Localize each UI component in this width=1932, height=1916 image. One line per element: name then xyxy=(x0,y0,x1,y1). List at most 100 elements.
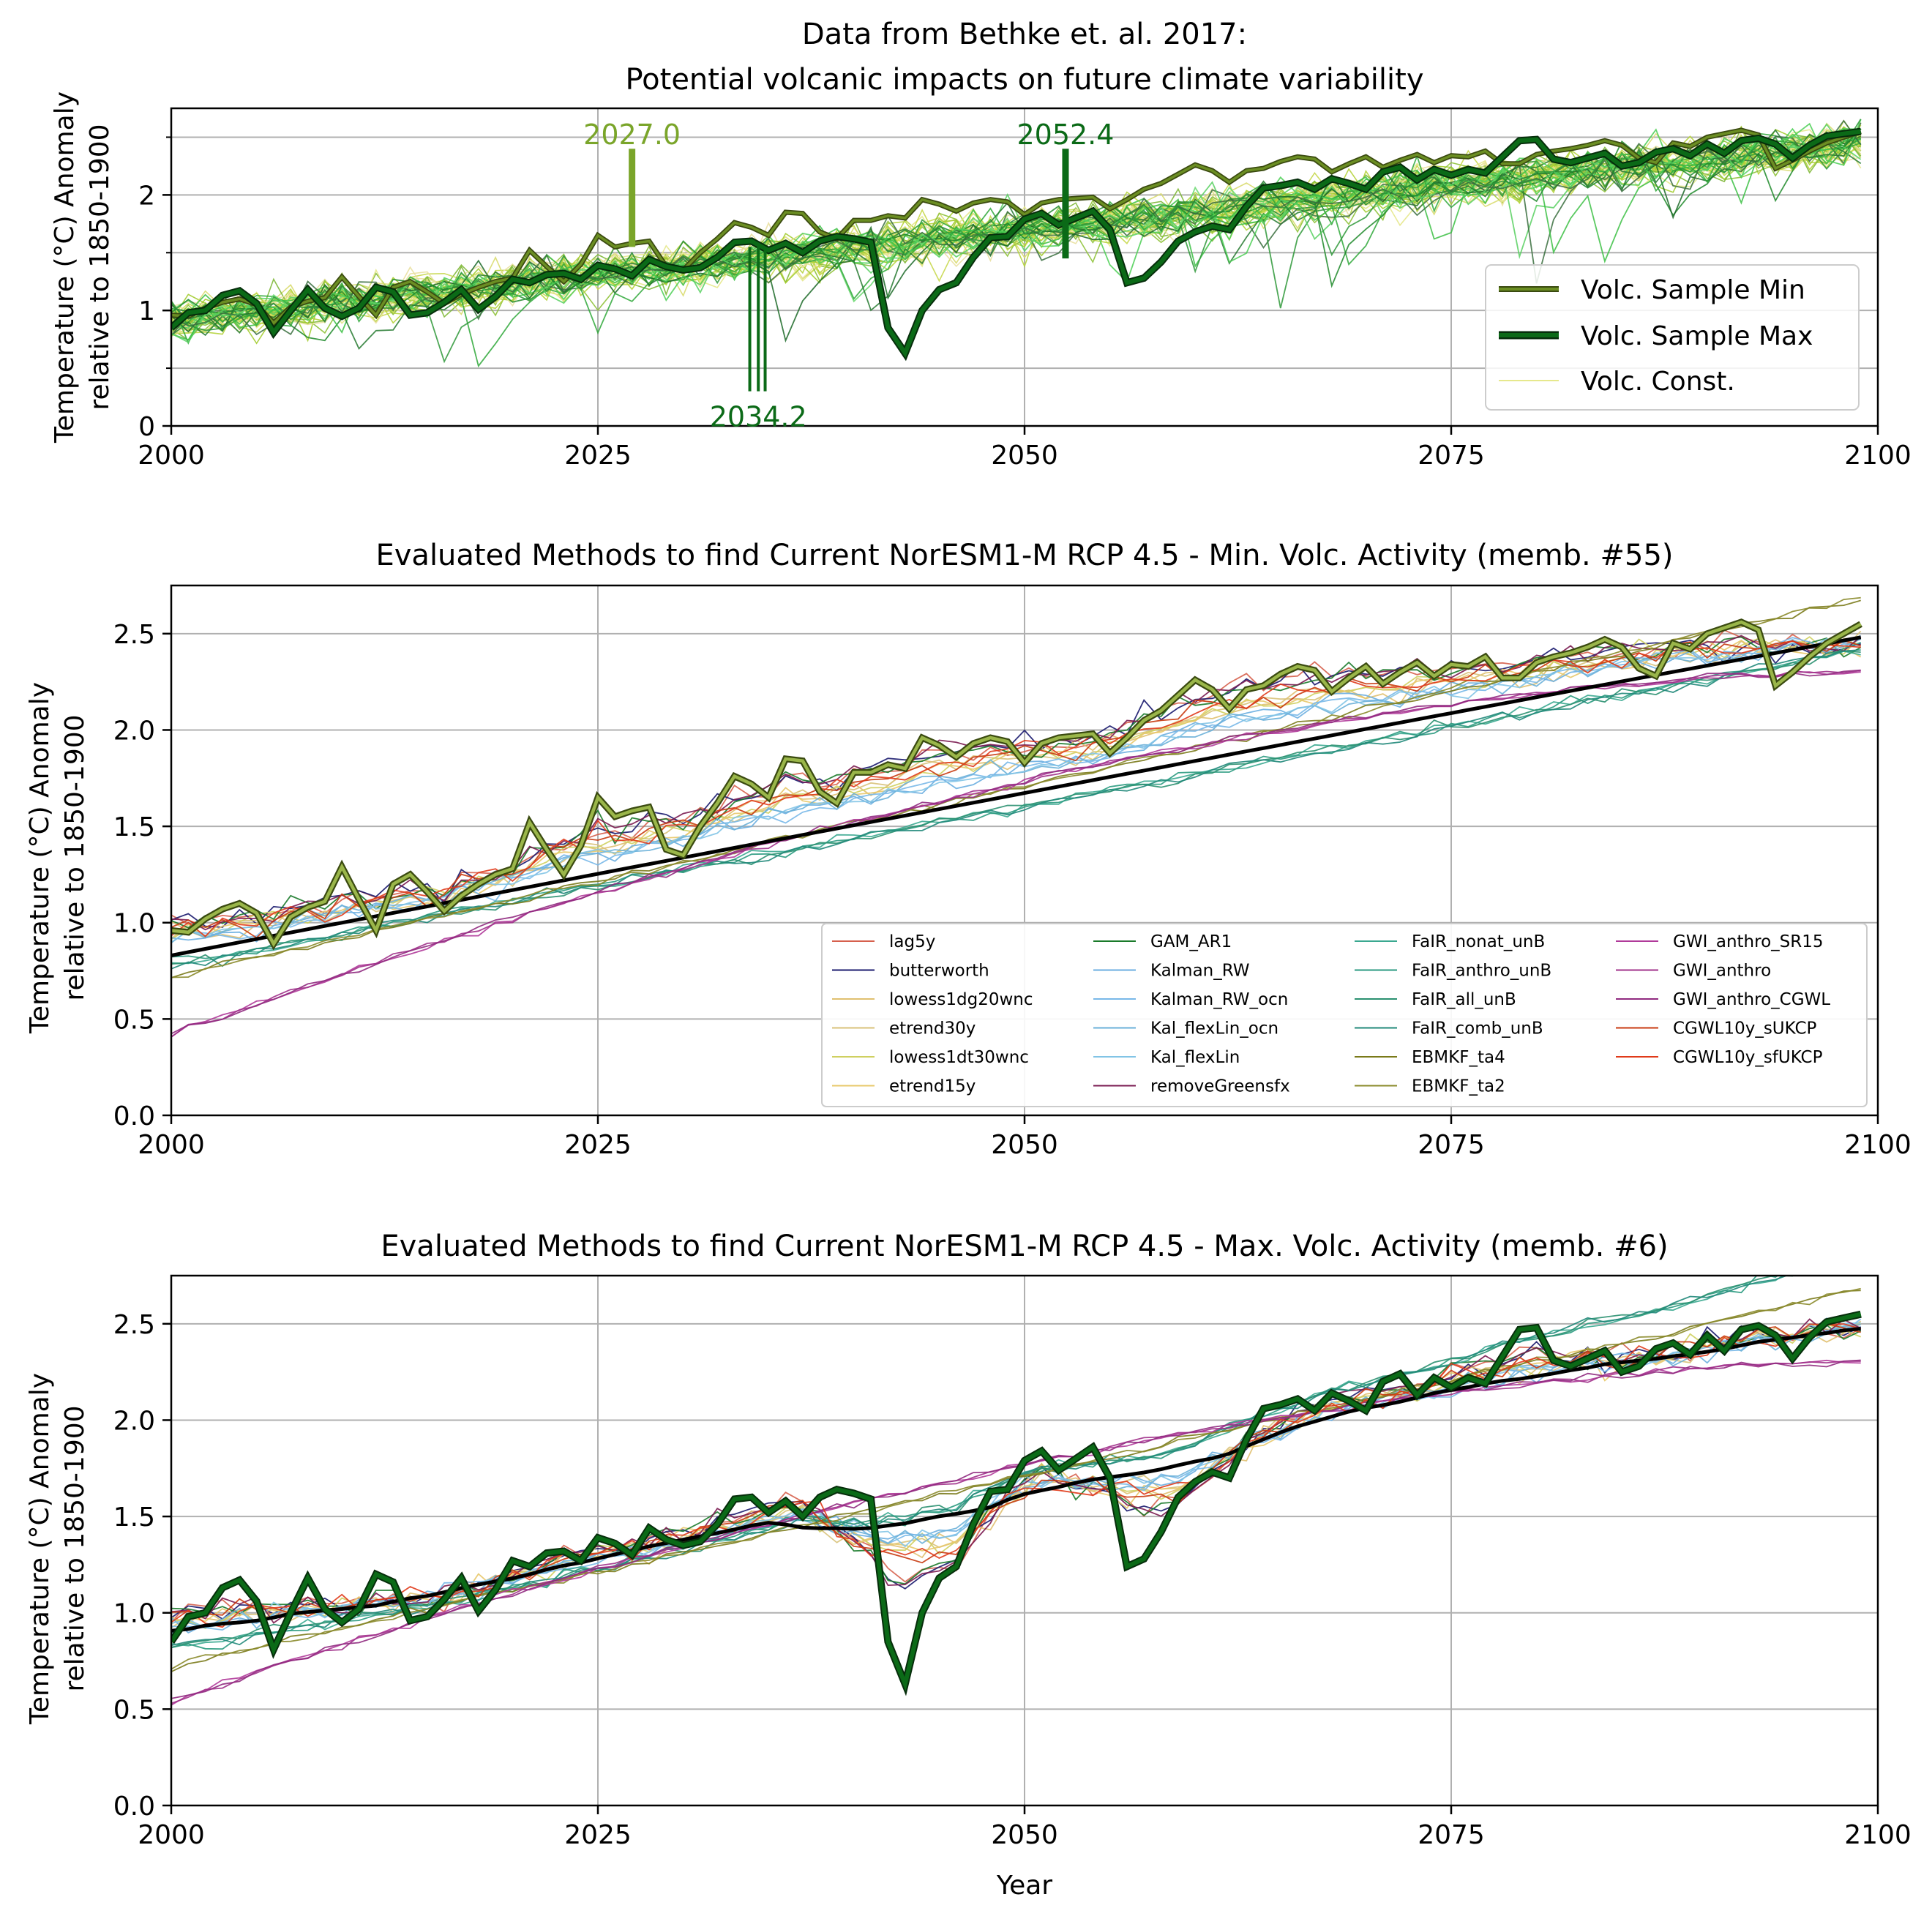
panel3-grid xyxy=(171,1276,1878,1805)
legend-label: lowess1dg20wnc xyxy=(889,990,1033,1009)
legend-label: Kalman_RW_ocn xyxy=(1150,990,1288,1009)
x-tick-label: 2000 xyxy=(138,1130,205,1160)
panel2-axes: 2000 2025 2050 2075 2100 0.0 0.5 1.0 1.5 2.0 2.5 xyxy=(113,584,1912,1160)
legend-label: FaIR_anthro_unB xyxy=(1412,962,1551,981)
legend-label: FaIR_comb_unB xyxy=(1412,1019,1543,1039)
method-line-cgwl10y-sfukcp xyxy=(171,640,1861,938)
legend-entry-fair-comb-unb: FaIR_comb_unB xyxy=(1355,1019,1543,1039)
legend-label: butterworth xyxy=(889,962,989,981)
x-tick-label: 2025 xyxy=(564,441,632,471)
y-tick-label: 1.0 xyxy=(113,909,155,939)
legend-label: FaIR_nonat_unB xyxy=(1412,932,1545,951)
legend-label-volc-const: Volc. Const. xyxy=(1581,367,1735,397)
legend-label: etrend15y xyxy=(889,1077,976,1096)
annotation-label: 2034.2 xyxy=(710,401,807,433)
panel2-ylabel-line2: relative to 1850-1900 xyxy=(60,714,90,1000)
method-line-gwi-anthro-cgwl xyxy=(171,669,1861,1035)
volc-sample-min-line xyxy=(171,620,1862,948)
legend-entry-volc-min: Volc. Sample Min xyxy=(1499,275,1805,305)
legend-entry-cgwl10y-sfukcp: CGWL10y_sfUKCP xyxy=(1616,1048,1823,1067)
x-tick-label: 2075 xyxy=(1418,1820,1485,1850)
legend-entry-ebmkf-ta2: EBMKF_ta2 xyxy=(1355,1077,1505,1096)
legend-label-volc-min: Volc. Sample Min xyxy=(1581,275,1805,305)
volcanic-ensemble-line xyxy=(171,128,1862,341)
legend-entry-lowess1dt30wnc: lowess1dt30wnc xyxy=(832,1048,1029,1067)
legend-entry-fair-anthro-unb: FaIR_anthro_unB xyxy=(1355,962,1551,981)
legend-label: lowess1dt30wnc xyxy=(889,1048,1029,1067)
legend-entry-gwi-anthro-sr15: GWI_anthro_SR15 xyxy=(1616,932,1823,951)
legend-label: EBMKF_ta2 xyxy=(1412,1077,1505,1096)
method-line-etrend30y xyxy=(171,630,1862,938)
annotation-label: 2052.4 xyxy=(1016,119,1114,151)
legend-entry-fair-all-unb: FaIR_all_unB xyxy=(1355,990,1516,1009)
volc-sample-max-line xyxy=(171,1311,1862,1691)
legend-entry-etrend15y: etrend15y xyxy=(832,1077,976,1096)
legend-label: Kal_flexLin xyxy=(1150,1048,1240,1067)
legend-entry-kal-flexlin-ocn: Kal_flexLin_ocn xyxy=(1093,1019,1278,1039)
legend-label: GWI_anthro_SR15 xyxy=(1673,932,1823,951)
panel-volcanic-samples: Data from Bethke et. al. 2017: Potential… xyxy=(50,18,1912,471)
x-tick-label: 2000 xyxy=(138,1820,205,1850)
legend-label: GWI_anthro_CGWL xyxy=(1673,990,1830,1009)
legend-label: Kal_flexLin_ocn xyxy=(1150,1019,1278,1039)
panel3-ylabel-line1: Temperature (°C) Anomaly xyxy=(25,1373,55,1725)
y-tick-label: 1.0 xyxy=(113,1599,155,1629)
y-tick-label: 0.0 xyxy=(113,1101,155,1131)
panel1-plot-area xyxy=(171,119,1862,368)
y-tick-label: 1.5 xyxy=(113,812,155,842)
panel1-ylabel-line2: relative to 1850-1900 xyxy=(85,124,115,410)
legend-label: removeGreensfx xyxy=(1150,1077,1290,1096)
x-tick-label: 2025 xyxy=(564,1820,632,1850)
panel3-ylabel-line2: relative to 1850-1900 xyxy=(60,1405,90,1691)
x-tick-label: 2075 xyxy=(1418,441,1485,471)
panel-max-volcanic-methods: Evaluated Methods to find Current NorESM… xyxy=(25,1230,1912,1901)
legend-label: EBMKF_ta4 xyxy=(1412,1048,1505,1067)
panel2-plot-area xyxy=(171,596,1862,1038)
panel2-ylabel-line1: Temperature (°C) Anomaly xyxy=(25,682,55,1034)
legend-label: CGWL10y_sfUKCP xyxy=(1673,1048,1823,1067)
y-tick-label: 1.5 xyxy=(113,1503,155,1533)
legend-label: CGWL10y_sUKCP xyxy=(1673,1019,1817,1039)
y-tick-label: 1 xyxy=(138,296,155,326)
panel2-legend: lag5y butterworth lowess1dg20wnc etrend30y l… xyxy=(821,923,1868,1107)
x-tick-label: 2075 xyxy=(1418,1130,1485,1160)
annotation-label: 2027.0 xyxy=(583,119,681,151)
legend-label: etrend30y xyxy=(889,1019,976,1039)
legend-label: Kalman_RW xyxy=(1150,962,1250,981)
legend-label: FaIR_all_unB xyxy=(1412,990,1516,1009)
method-line-ebmkf-ta2 xyxy=(171,596,1861,978)
legend-label: GAM_AR1 xyxy=(1150,932,1232,951)
panel1-legend: Volc. Sample Min Volc. Sample Max Volc. … xyxy=(1485,264,1860,411)
panel1-axes: 2000 2025 2050 2075 2100 0 1 2 xyxy=(138,107,1912,471)
x-tick-label: 2000 xyxy=(138,441,205,471)
legend-entry-volc-max: Volc. Sample Max xyxy=(1499,321,1813,351)
y-tick-label: 2.5 xyxy=(113,1310,155,1340)
legend-label-volc-max: Volc. Sample Max xyxy=(1581,321,1813,351)
x-tick-label: 2050 xyxy=(991,441,1058,471)
x-axis-label: Year xyxy=(996,1871,1052,1901)
x-tick-label: 2050 xyxy=(991,1820,1058,1850)
legend-label: lag5y xyxy=(889,932,935,951)
volc-sample-max-line xyxy=(171,129,1862,358)
legend-entry-cgwl10y-sukcp: CGWL10y_sUKCP xyxy=(1616,1019,1817,1039)
x-tick-label: 2100 xyxy=(1844,441,1912,471)
legend-entry-kalman-rw-ocn: Kalman_RW_ocn xyxy=(1093,990,1288,1009)
legend-entry-gwi-anthro-cgwl: GWI_anthro_CGWL xyxy=(1616,990,1830,1009)
method-line-fair-anthro-unb xyxy=(171,642,1862,959)
method-line-butterworth xyxy=(171,637,1861,928)
y-tick-label: 0.0 xyxy=(113,1792,155,1822)
legend-entry-ebmkf-ta4: EBMKF_ta4 xyxy=(1355,1048,1505,1067)
panel1-title-line1: Data from Bethke et. al. 2017: xyxy=(802,18,1247,51)
panel3-axes: 2000 2025 2050 2075 2100 0.0 0.5 1.0 1.5 2.0 2.5 xyxy=(113,1274,1912,1850)
legend-entry-kal-flexlin: Kal_flexLin xyxy=(1093,1048,1240,1067)
panel-min-volcanic-methods: Evaluated Methods to find Current NorESM… xyxy=(25,539,1912,1160)
y-tick-label: 2.0 xyxy=(113,1406,155,1436)
panel3-plot-area xyxy=(171,1276,1862,1706)
legend-entry-volc-const: Volc. Const. xyxy=(1499,367,1735,397)
y-tick-label: 2 xyxy=(138,181,155,211)
legend-entry-kalman-rw: Kalman_RW xyxy=(1093,962,1250,981)
y-tick-label: 0 xyxy=(138,412,155,442)
x-tick-label: 2100 xyxy=(1844,1130,1912,1160)
legend-entry-fair-nonat-unb: FaIR_nonat_unB xyxy=(1355,932,1545,951)
